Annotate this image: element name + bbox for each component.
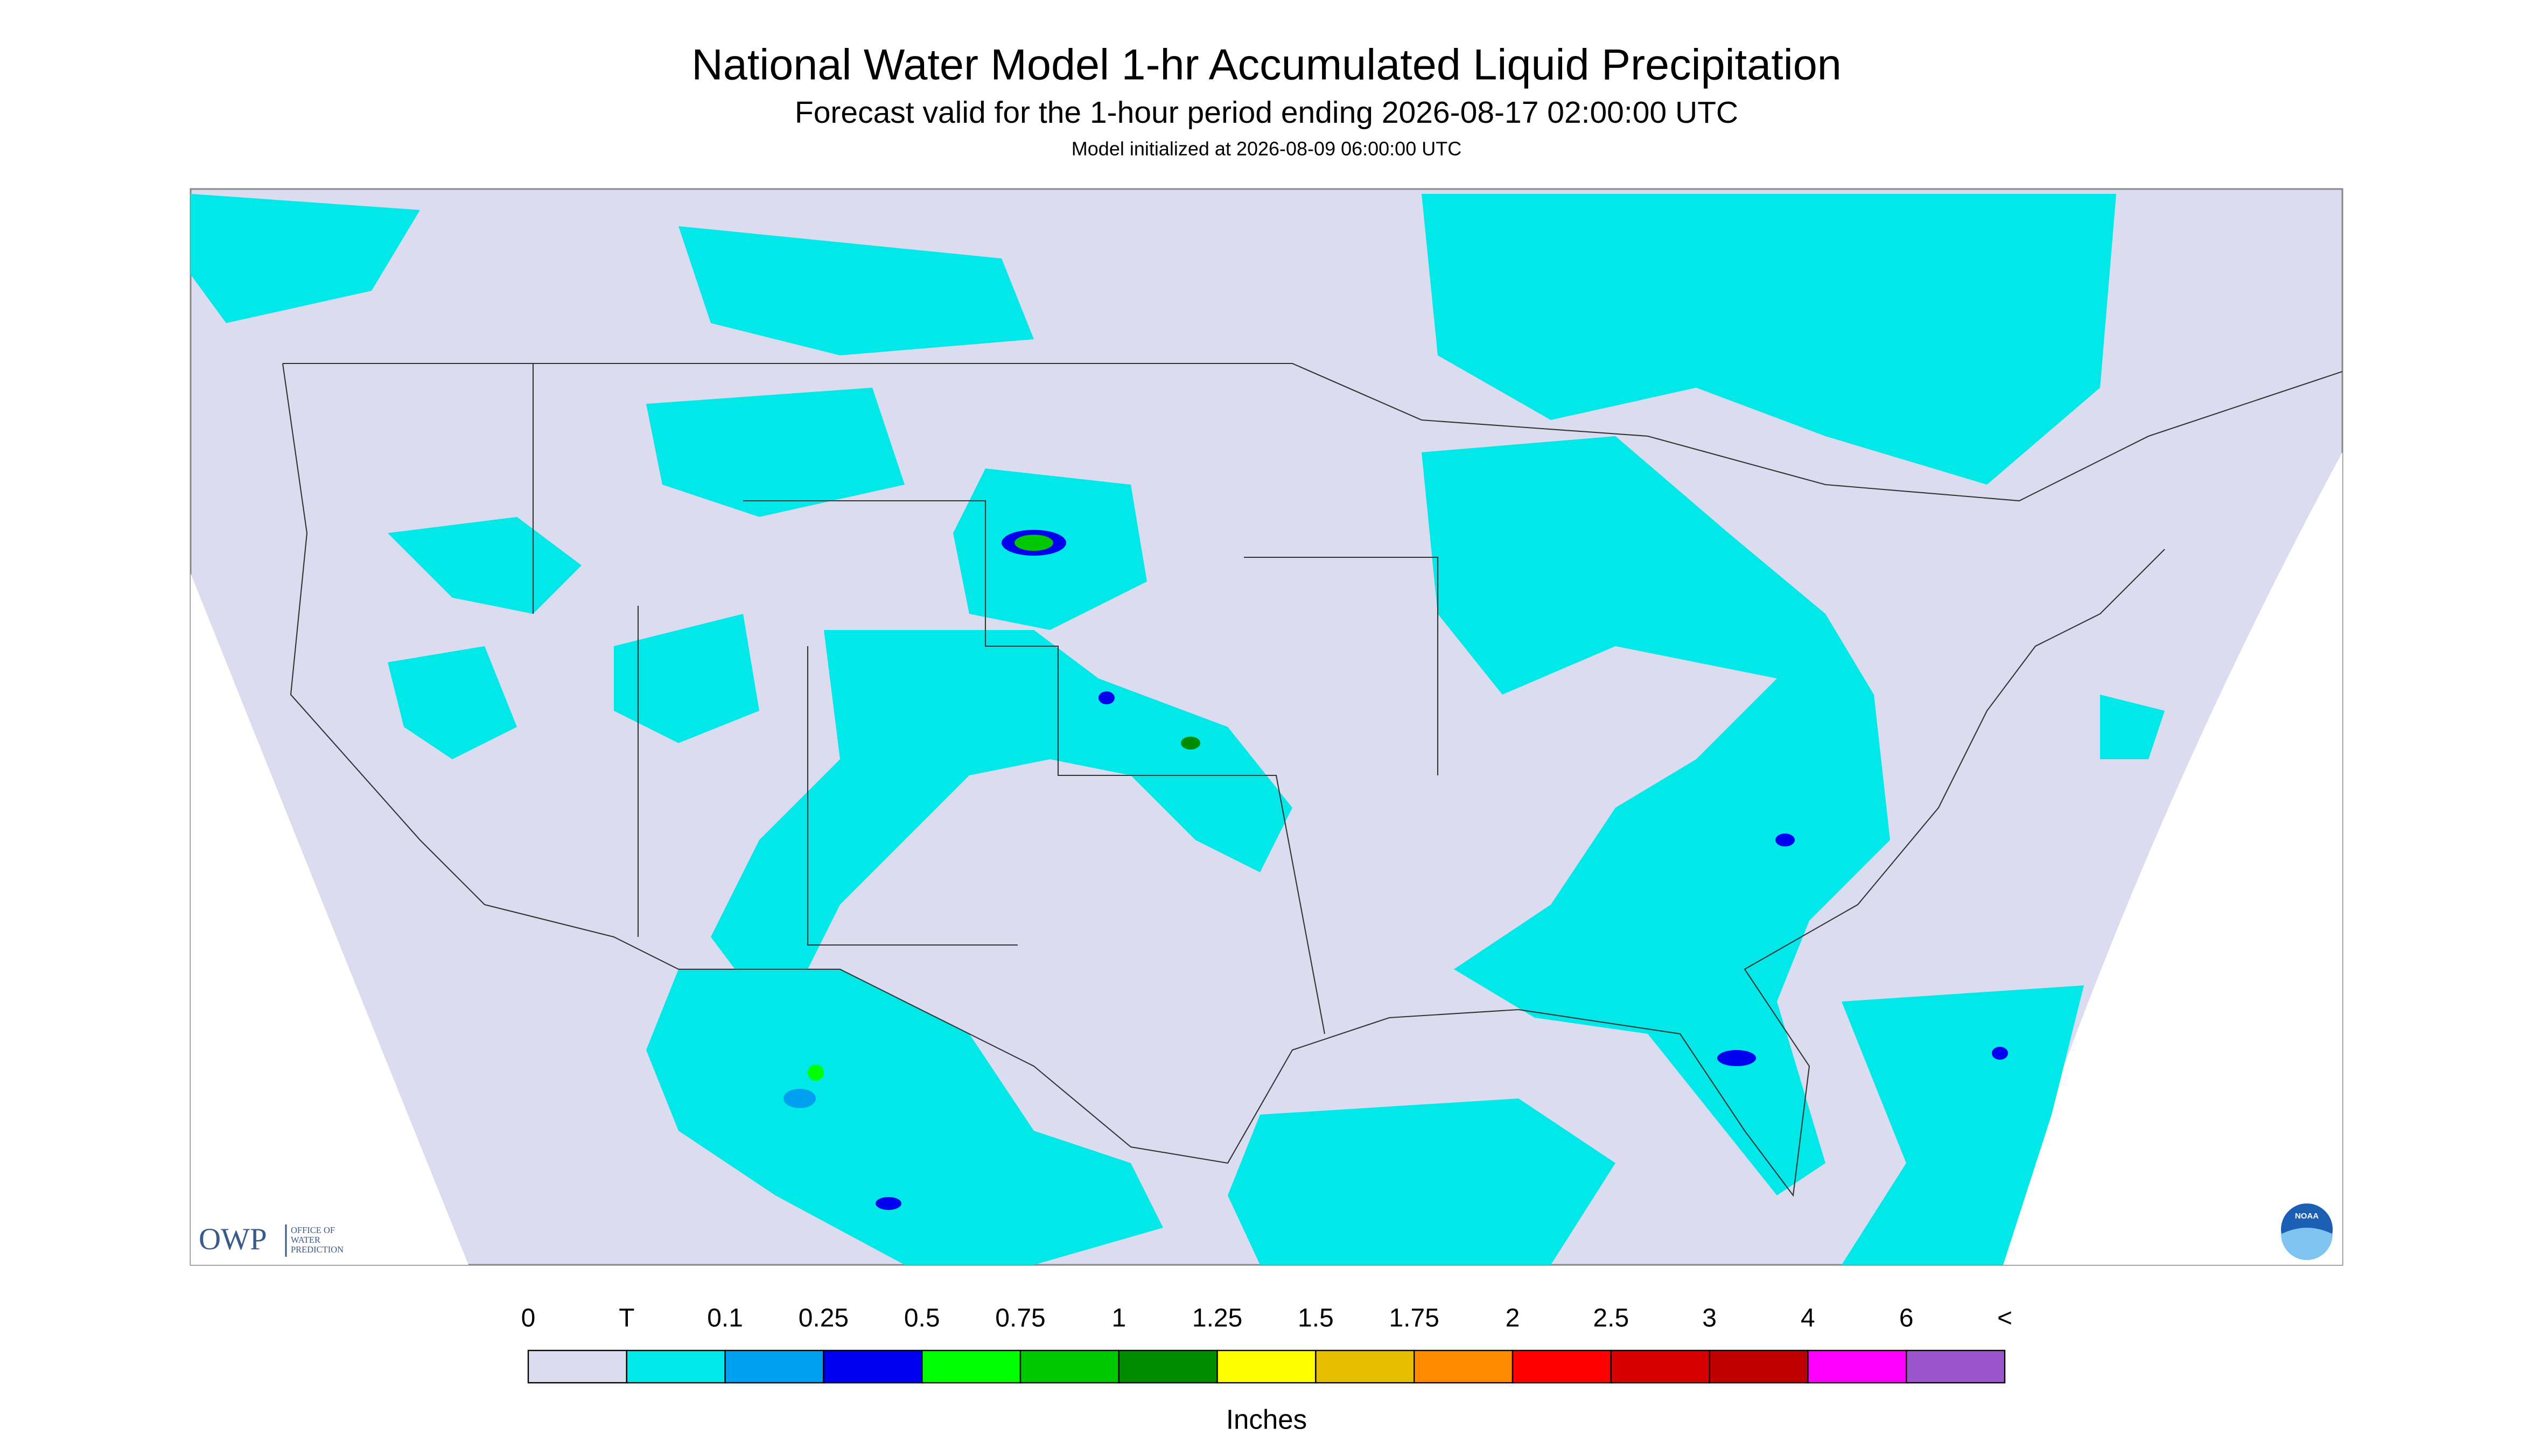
colorbar-unit: Inches (1226, 1404, 1307, 1434)
colorbar: 0 T 0.1 0.25 0.5 0.75 1 1.25 1.5 1.75 2 2.5 3 4 6 < (521, 1304, 2012, 1384)
subtitle: Forecast valid for the 1-hour period end… (795, 95, 1738, 130)
colorbar-swatch (1905, 1349, 2006, 1384)
colorbar-swatch (823, 1349, 923, 1384)
init-note: Model initialized at 2026-08-09 06:00:00… (1072, 138, 1461, 160)
colorbar-swatch (527, 1349, 628, 1384)
noaa-logo: NOAA (2281, 1203, 2333, 1261)
colorbar-label: 2 (1506, 1304, 1520, 1333)
colorbar-swatch (1610, 1349, 1710, 1384)
map: OWP OFFICE OF WATER PREDICTION NOAA (190, 188, 2343, 1266)
colorbar-label: < (1997, 1304, 2012, 1333)
domain-edge-left (191, 573, 468, 1265)
logo-name: OWP (199, 1222, 267, 1256)
colorbar-label: T (619, 1304, 634, 1333)
colorbar-label: 2.5 (1593, 1304, 1629, 1333)
colorbar-label: 3 (1702, 1304, 1717, 1333)
colorbar-label: 1.5 (1298, 1304, 1334, 1333)
colorbar-label: 6 (1899, 1304, 1914, 1333)
colorbar-swatch (1315, 1349, 1415, 1384)
colorbar-label: 4 (1801, 1304, 1815, 1333)
colorbar-swatch (1414, 1349, 1514, 1384)
logo-line: WATER (291, 1235, 320, 1245)
colorbar-swatch (626, 1349, 726, 1384)
logo-line: PREDICTION (291, 1244, 344, 1255)
colorbar-swatch (1019, 1349, 1120, 1384)
borders (282, 362, 2343, 1197)
colorbar-swatch (1709, 1349, 1809, 1384)
colorbar-label: 0 (521, 1304, 536, 1333)
colorbar-label: 1 (1111, 1304, 1126, 1333)
logo-line: OFFICE OF (291, 1225, 335, 1235)
owp-logo: OWP OFFICE OF WATER PREDICTION (199, 1222, 344, 1257)
heavy-precip (783, 530, 2008, 1210)
colorbar-swatch (724, 1349, 824, 1384)
colorbar-label: 0.1 (707, 1304, 743, 1333)
colorbar-swatch (1216, 1349, 1317, 1384)
colorbar-swatch (1512, 1349, 1612, 1384)
title: National Water Model 1-hr Accumulated Li… (691, 40, 1842, 89)
noaa-badge: NOAA (2295, 1212, 2319, 1221)
precip-areas (191, 194, 2165, 1265)
colorbar-label: 0.75 (995, 1304, 1045, 1333)
colorbar-swatch (1807, 1349, 1907, 1384)
colorbar-label: 1.75 (1389, 1304, 1439, 1333)
colorbar-label: 0.25 (799, 1304, 849, 1333)
colorbar-label: 0.5 (904, 1304, 940, 1333)
colorbar-swatch (1118, 1349, 1218, 1384)
colorbar-swatch (921, 1349, 1021, 1384)
colorbar-label: 1.25 (1192, 1304, 1242, 1333)
domain-edge-right (1995, 452, 2342, 1265)
